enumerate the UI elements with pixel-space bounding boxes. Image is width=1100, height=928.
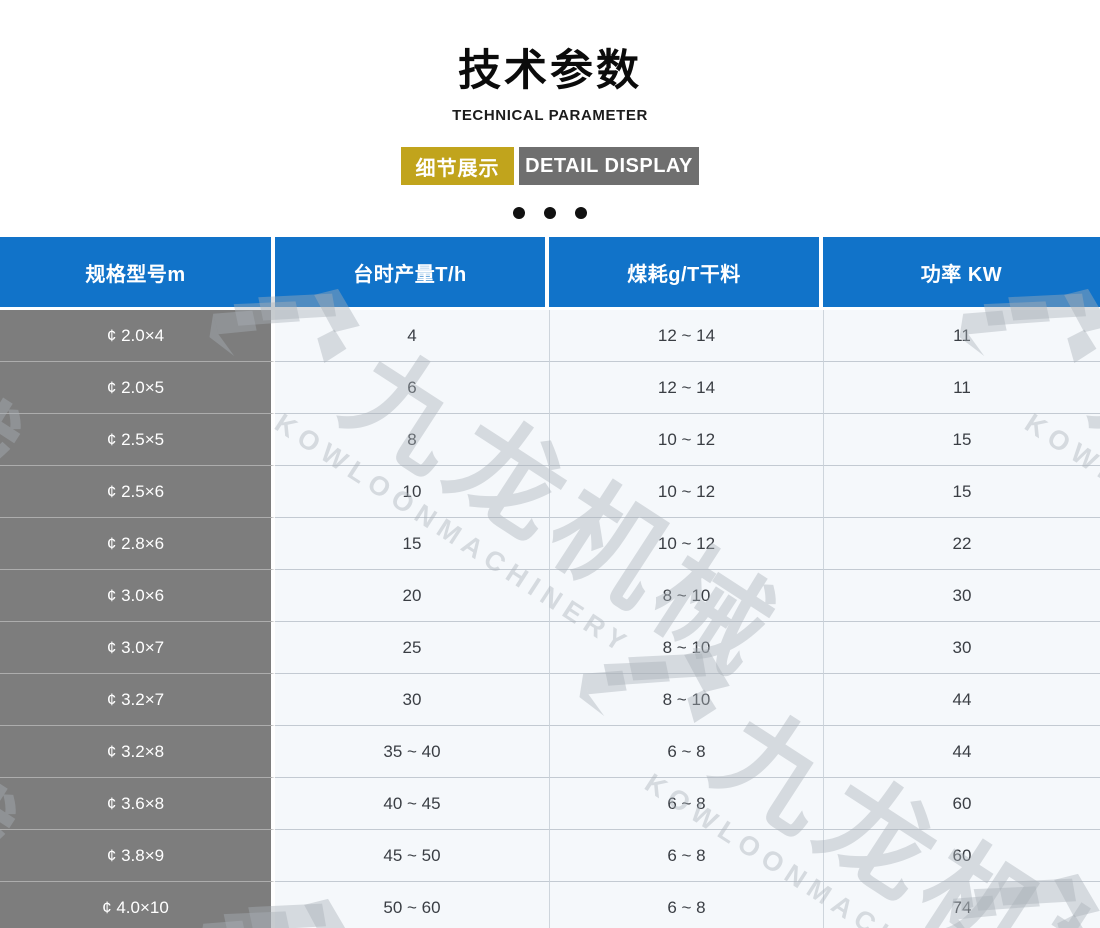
table-row: ¢ 2.0×5 6 12 ~ 14 11 bbox=[0, 362, 1100, 414]
cell-power: 15 bbox=[823, 414, 1100, 466]
dot bbox=[544, 207, 556, 219]
cell-coal-consumption: 8 ~ 10 bbox=[549, 622, 823, 674]
table-row: ¢ 2.5×6 10 10 ~ 12 15 bbox=[0, 466, 1100, 518]
badge-detail-cn: 细节展示 bbox=[401, 147, 514, 185]
cell-hourly-output: 4 bbox=[275, 310, 549, 362]
spec-table: 规格型号m 台时产量T/h 煤耗g/T干料 功率 KW ¢ 2.0×4 4 12… bbox=[0, 237, 1100, 928]
cell-spec-model: ¢ 3.2×8 bbox=[0, 726, 275, 778]
table-row: ¢ 2.8×6 15 10 ~ 12 22 bbox=[0, 518, 1100, 570]
table-body: ¢ 2.0×4 4 12 ~ 14 11 ¢ 2.0×5 6 12 ~ 14 1… bbox=[0, 310, 1100, 928]
cell-hourly-output: 10 bbox=[275, 466, 549, 518]
cell-coal-consumption: 6 ~ 8 bbox=[549, 726, 823, 778]
cell-coal-consumption: 8 ~ 10 bbox=[549, 570, 823, 622]
cell-hourly-output: 40 ~ 45 bbox=[275, 778, 549, 830]
cell-spec-model: ¢ 2.5×6 bbox=[0, 466, 275, 518]
dot bbox=[575, 207, 587, 219]
table-row: ¢ 3.8×9 45 ~ 50 6 ~ 8 60 bbox=[0, 830, 1100, 882]
cell-hourly-output: 8 bbox=[275, 414, 549, 466]
cell-hourly-output: 45 ~ 50 bbox=[275, 830, 549, 882]
cell-coal-consumption: 6 ~ 8 bbox=[549, 778, 823, 830]
cell-coal-consumption: 12 ~ 14 bbox=[549, 310, 823, 362]
cell-power: 74 bbox=[823, 882, 1100, 928]
cell-hourly-output: 50 ~ 60 bbox=[275, 882, 549, 928]
cell-spec-model: ¢ 4.0×10 bbox=[0, 882, 275, 928]
cell-coal-consumption: 10 ~ 12 bbox=[549, 414, 823, 466]
cell-spec-model: ¢ 3.0×7 bbox=[0, 622, 275, 674]
table-row: ¢ 3.6×8 40 ~ 45 6 ~ 8 60 bbox=[0, 778, 1100, 830]
cell-hourly-output: 15 bbox=[275, 518, 549, 570]
dots-separator bbox=[0, 207, 1100, 219]
table-row: ¢ 3.0×7 25 8 ~ 10 30 bbox=[0, 622, 1100, 674]
page-subtitle: TECHNICAL PARAMETER bbox=[452, 107, 648, 124]
cell-hourly-output: 20 bbox=[275, 570, 549, 622]
header-cell-spec-model: 规格型号m bbox=[0, 237, 275, 307]
cell-hourly-output: 25 bbox=[275, 622, 549, 674]
table-row: ¢ 4.0×10 50 ~ 60 6 ~ 8 74 bbox=[0, 882, 1100, 928]
badge-detail-en: DETAIL DISPLAY bbox=[519, 147, 699, 185]
detail-display-banner: 细节展示 DETAIL DISPLAY bbox=[0, 147, 1100, 185]
cell-power: 30 bbox=[823, 622, 1100, 674]
page-title: 技术参数 bbox=[458, 47, 642, 95]
cell-spec-model: ¢ 3.6×8 bbox=[0, 778, 275, 830]
cell-power: 44 bbox=[823, 726, 1100, 778]
cell-power: 11 bbox=[823, 362, 1100, 414]
cell-hourly-output: 30 bbox=[275, 674, 549, 726]
cell-power: 30 bbox=[823, 570, 1100, 622]
header-cell-power: 功率 KW bbox=[823, 237, 1100, 307]
cell-spec-model: ¢ 2.0×5 bbox=[0, 362, 275, 414]
cell-power: 15 bbox=[823, 466, 1100, 518]
cell-coal-consumption: 10 ~ 12 bbox=[549, 518, 823, 570]
dot bbox=[513, 207, 525, 219]
table-row: ¢ 3.0×6 20 8 ~ 10 30 bbox=[0, 570, 1100, 622]
table-header-row: 规格型号m 台时产量T/h 煤耗g/T干料 功率 KW bbox=[0, 237, 1100, 310]
cell-coal-consumption: 8 ~ 10 bbox=[549, 674, 823, 726]
table-row: ¢ 3.2×8 35 ~ 40 6 ~ 8 44 bbox=[0, 726, 1100, 778]
cell-power: 60 bbox=[823, 830, 1100, 882]
cell-hourly-output: 6 bbox=[275, 362, 549, 414]
header-cell-hourly-output: 台时产量T/h bbox=[275, 237, 549, 307]
cell-spec-model: ¢ 3.0×6 bbox=[0, 570, 275, 622]
cell-spec-model: ¢ 2.0×4 bbox=[0, 310, 275, 362]
cell-spec-model: ¢ 2.5×5 bbox=[0, 414, 275, 466]
cell-coal-consumption: 6 ~ 8 bbox=[549, 830, 823, 882]
cell-spec-model: ¢ 3.2×7 bbox=[0, 674, 275, 726]
table-row: ¢ 2.0×4 4 12 ~ 14 11 bbox=[0, 310, 1100, 362]
table-row: ¢ 2.5×5 8 10 ~ 12 15 bbox=[0, 414, 1100, 466]
cell-power: 60 bbox=[823, 778, 1100, 830]
cell-spec-model: ¢ 2.8×6 bbox=[0, 518, 275, 570]
cell-power: 44 bbox=[823, 674, 1100, 726]
cell-coal-consumption: 6 ~ 8 bbox=[549, 882, 823, 928]
cell-coal-consumption: 12 ~ 14 bbox=[549, 362, 823, 414]
table-row: ¢ 3.2×7 30 8 ~ 10 44 bbox=[0, 674, 1100, 726]
cell-power: 22 bbox=[823, 518, 1100, 570]
cell-coal-consumption: 10 ~ 12 bbox=[549, 466, 823, 518]
cell-power: 11 bbox=[823, 310, 1100, 362]
cell-hourly-output: 35 ~ 40 bbox=[275, 726, 549, 778]
header-cell-coal-consumption: 煤耗g/T干料 bbox=[549, 237, 823, 307]
cell-spec-model: ¢ 3.8×9 bbox=[0, 830, 275, 882]
